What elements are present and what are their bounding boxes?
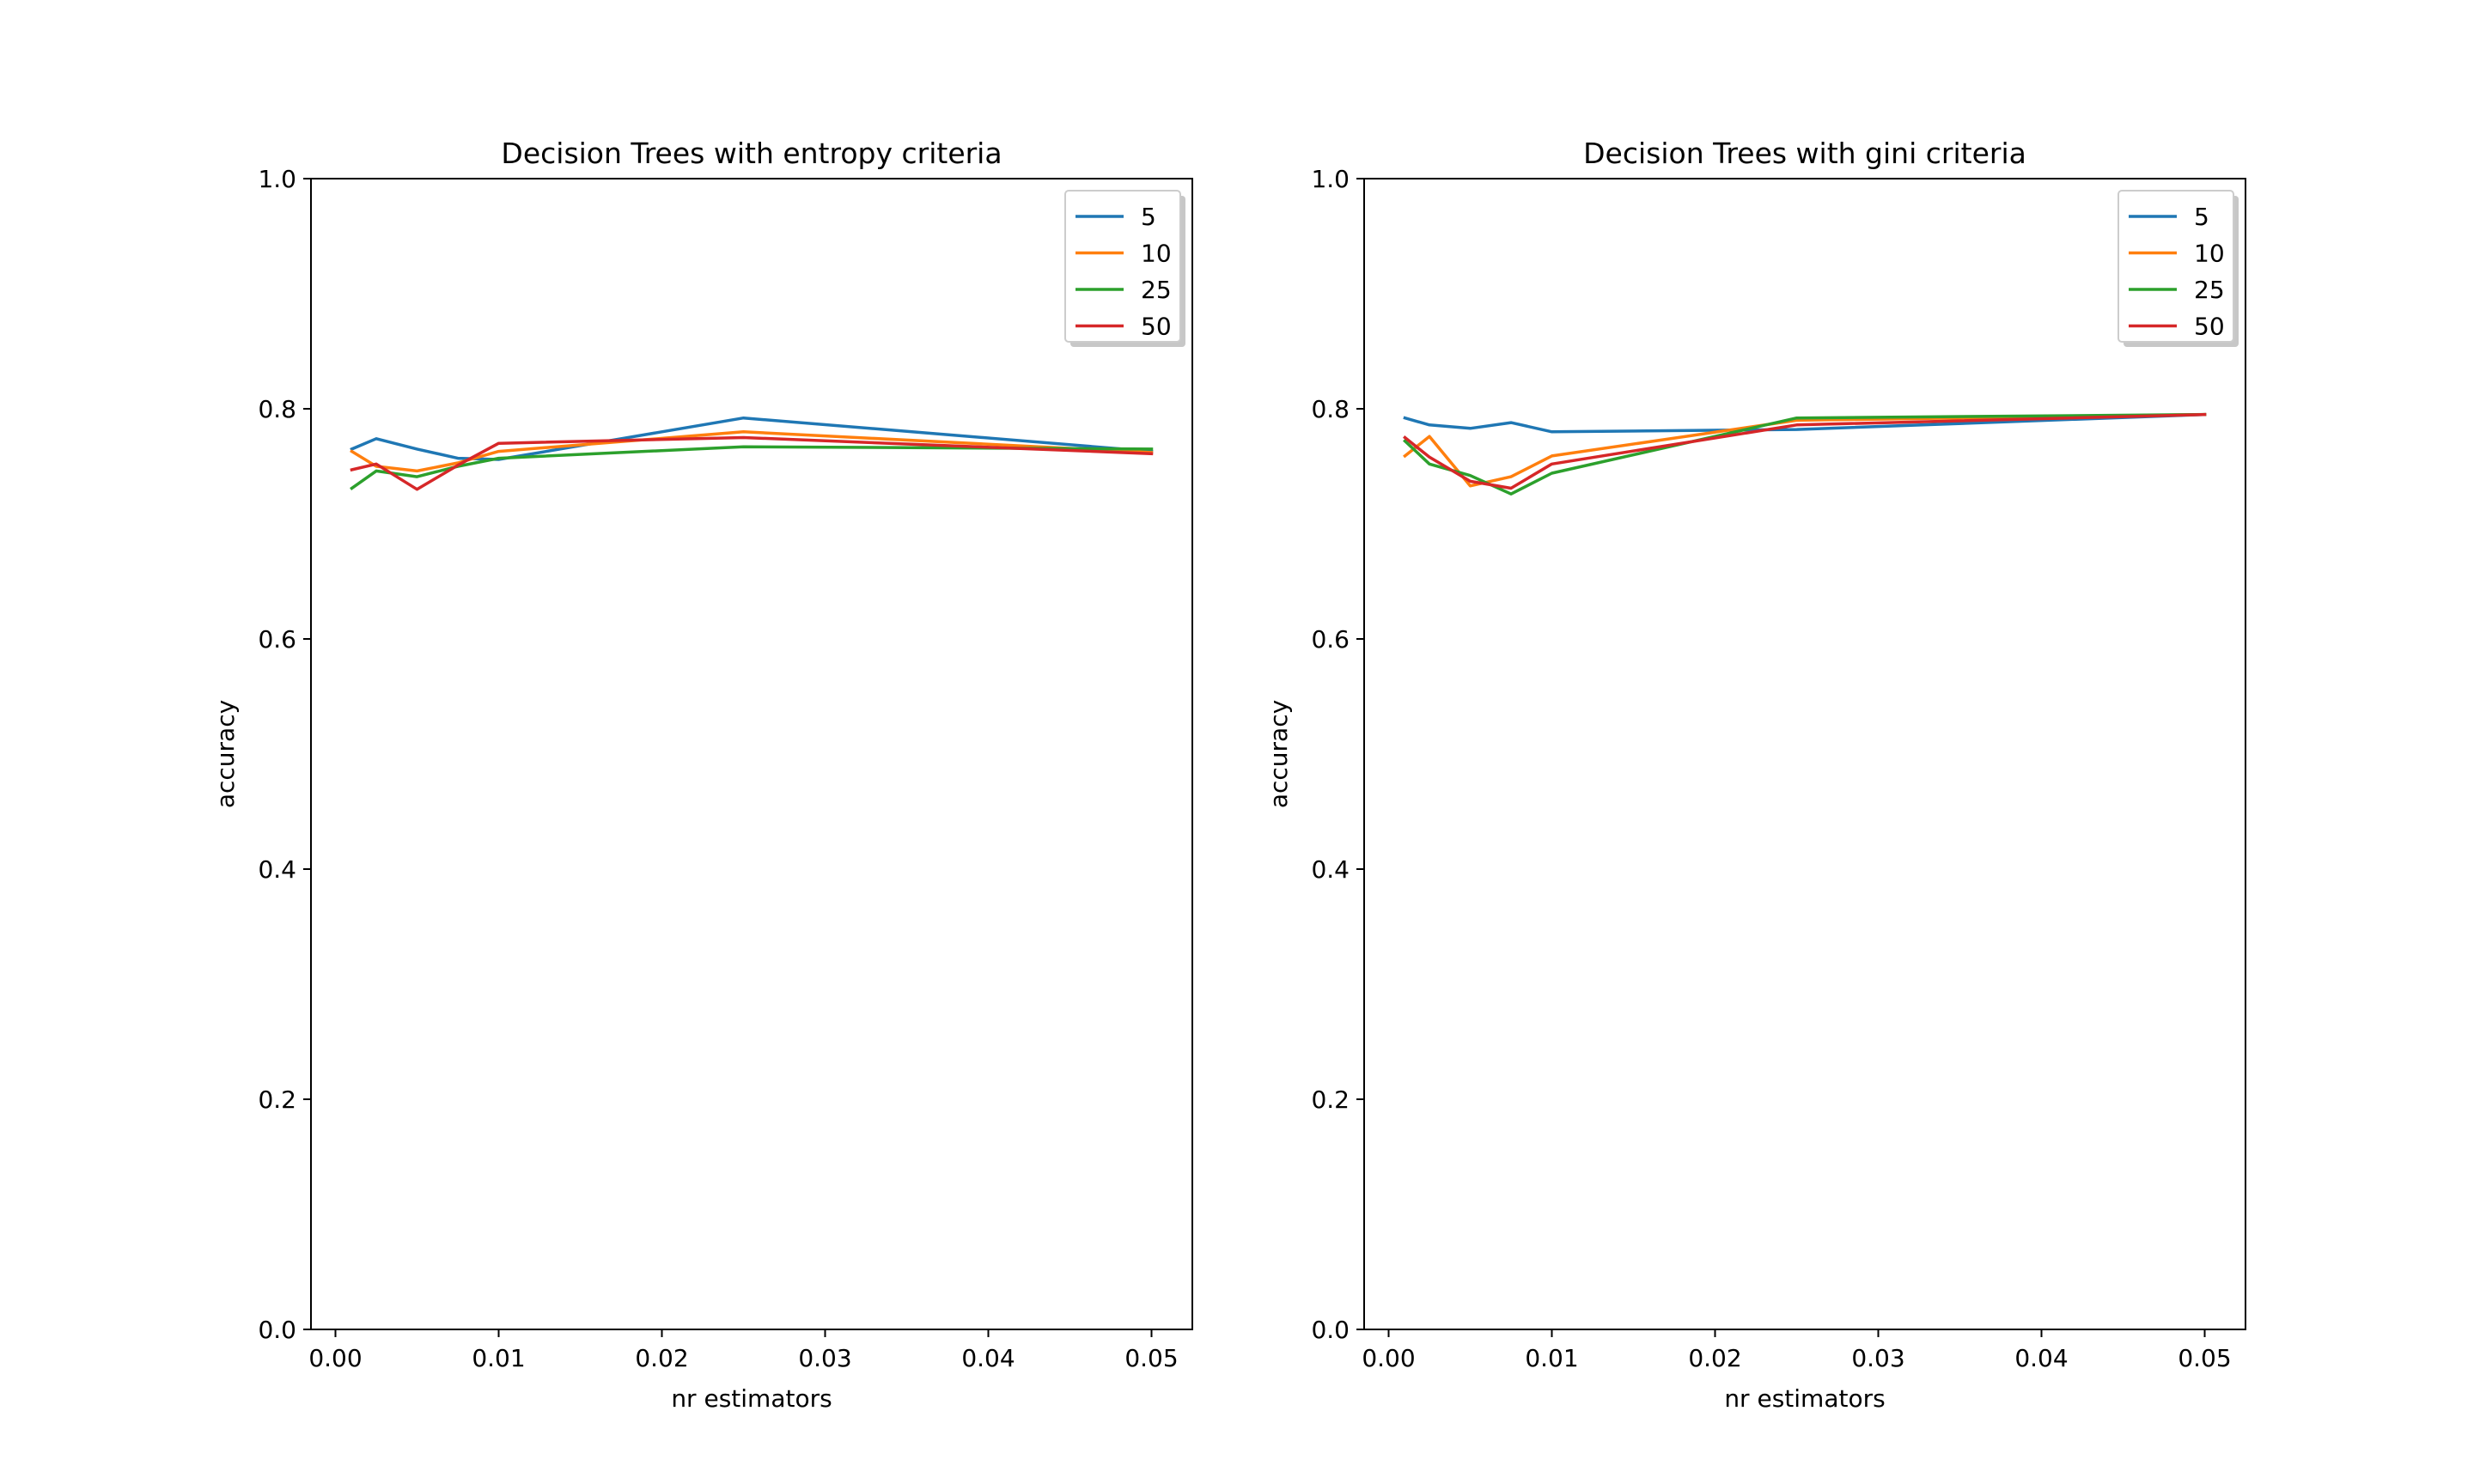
y-tick-label: 0.2 [258, 1086, 296, 1114]
x-tick-label: 0.04 [961, 1344, 1015, 1372]
chart-title: Decision Trees with gini criteria [1583, 137, 2026, 170]
legend: 5 10 25 50 [2118, 190, 2239, 347]
y-tick-label: 0.8 [258, 395, 296, 423]
chart-entropy: Decision Trees with entropy criteria 0.0… [211, 137, 1193, 1413]
x-tick-label: 0.00 [308, 1344, 362, 1372]
legend-label-25: 25 [1141, 276, 1172, 304]
chart-gini: Decision Trees with gini criteria 0.00 0.… [1264, 137, 2246, 1413]
legend-box [1064, 190, 1181, 343]
series-line-5 [350, 416, 1154, 461]
legend-label-5: 5 [2194, 203, 2209, 231]
legend-label-50: 50 [2194, 313, 2225, 341]
series-line-50 [1403, 412, 2207, 490]
y-tick-label: 0.0 [1311, 1316, 1350, 1344]
legend-box [2118, 190, 2234, 343]
x-tick-label: 0.04 [2014, 1344, 2068, 1372]
axes-frame [1363, 178, 2246, 1330]
y-tick-label: 0.0 [258, 1316, 296, 1344]
legend-label-5: 5 [1141, 203, 1156, 231]
x-tick-label: 0.05 [2178, 1344, 2231, 1372]
legend-label-25: 25 [2194, 276, 2225, 304]
legend-label-10: 10 [1141, 240, 1172, 268]
legend-label-10: 10 [2194, 240, 2225, 268]
x-tick-label: 0.05 [1124, 1344, 1178, 1372]
y-tick-label: 0.4 [1311, 855, 1350, 884]
x-axis-label: nr estimators [1724, 1384, 1885, 1413]
series-line-5 [1403, 412, 2207, 434]
x-tick-label: 0.00 [1362, 1344, 1415, 1372]
x-tick-label: 0.03 [798, 1344, 851, 1372]
y-tick-label: 0.2 [1311, 1086, 1350, 1114]
series-line-50 [350, 435, 1154, 491]
y-axis-label: accuracy [211, 700, 240, 808]
y-tick-label: 0.4 [258, 855, 296, 884]
series-line-10 [350, 430, 1154, 473]
x-tick-label: 0.01 [472, 1344, 525, 1372]
axes-frame [310, 178, 1193, 1330]
y-tick-label: 0.6 [1311, 625, 1350, 654]
series-line-25 [1403, 412, 2207, 496]
legend: 5 10 25 50 [1064, 190, 1185, 347]
y-tick-label: 0.6 [258, 625, 296, 654]
legend-label-50: 50 [1141, 313, 1172, 341]
x-tick-label: 0.03 [1851, 1344, 1904, 1372]
y-axis-label: accuracy [1264, 700, 1293, 808]
plot-area: 0.00 0.01 0.02 0.03 0.04 0.05 0.0 0.2 0.4 0.6 0.8 1… [1311, 165, 2246, 1372]
y-tick-label: 0.8 [1311, 395, 1350, 423]
chart-title: Decision Trees with entropy criteria [501, 137, 1002, 170]
x-tick-label: 0.02 [1688, 1344, 1741, 1372]
y-tick-label: 1.0 [258, 165, 296, 193]
x-tick-label: 0.02 [635, 1344, 688, 1372]
plot-area: 0.00 0.01 0.02 0.03 0.04 0.05 0.0 0.2 0.4 0.6 0.8 1… [258, 165, 1193, 1372]
x-tick-label: 0.01 [1525, 1344, 1578, 1372]
y-tick-label: 1.0 [1311, 165, 1350, 193]
x-axis-label: nr estimators [671, 1384, 832, 1413]
series-line-10 [1403, 412, 2207, 488]
